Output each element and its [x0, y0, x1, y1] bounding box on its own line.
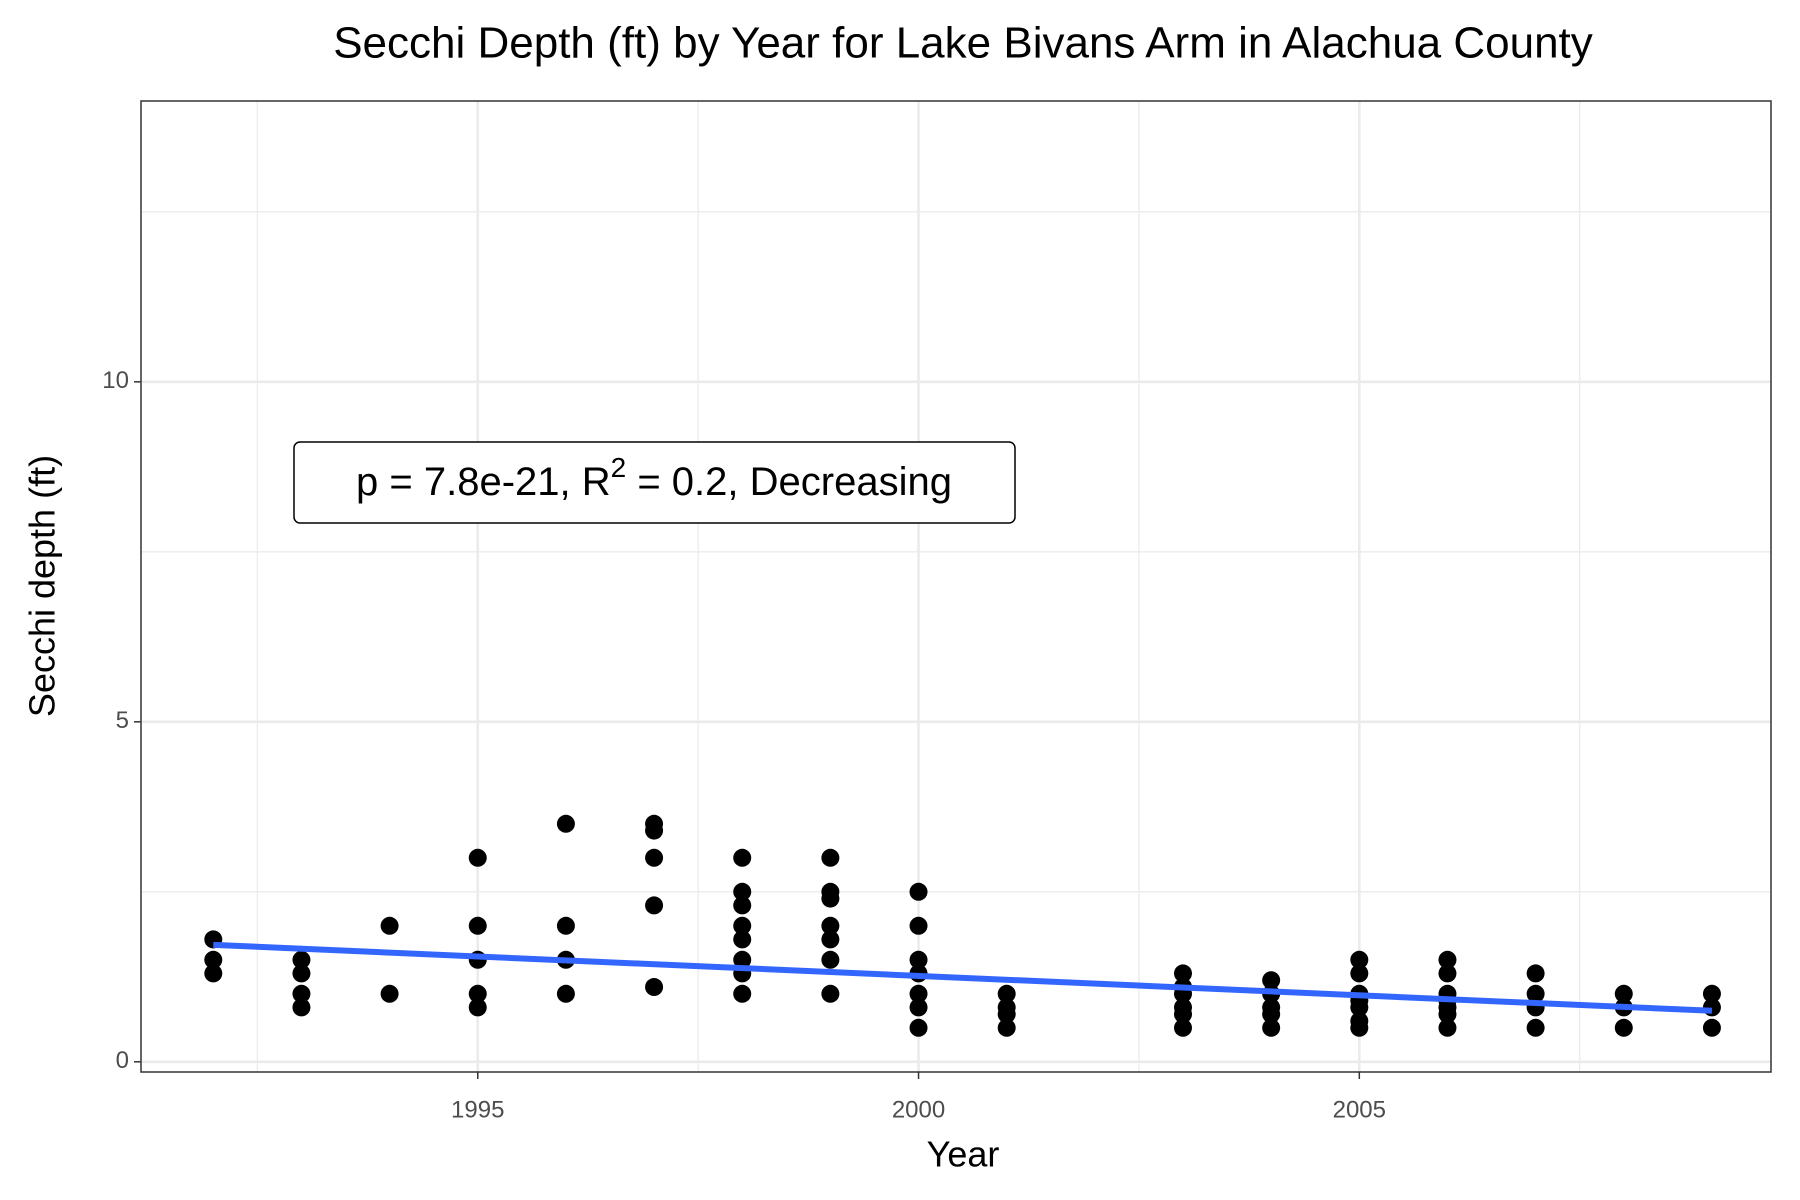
data-point: [468, 984, 487, 1003]
data-point: [1614, 1018, 1633, 1037]
data-point: [1350, 950, 1369, 969]
data-point: [292, 950, 311, 969]
data-point: [645, 821, 664, 840]
data-point: [292, 964, 311, 983]
data-point: [1174, 1005, 1193, 1024]
data-point: [1702, 984, 1721, 1003]
annotation-text: = 0.2, Decreasing: [626, 460, 952, 504]
data-point: [1262, 1005, 1281, 1024]
trend-line: [213, 941, 1713, 1014]
data-point: [1262, 971, 1281, 990]
data-point: [380, 916, 399, 935]
data-point: [909, 882, 928, 901]
x-tick-label: 1995: [451, 1096, 504, 1123]
data-point: [645, 848, 664, 867]
y-tick-label: 10: [102, 367, 129, 394]
data-point: [821, 950, 840, 969]
data-point: [1262, 1018, 1281, 1037]
x-tick-label: 2000: [892, 1096, 945, 1123]
data-point: [997, 1018, 1016, 1037]
data-point: [997, 1005, 1016, 1024]
data-point: [1174, 1018, 1193, 1037]
data-point: [733, 848, 752, 867]
x-tick-label: 2005: [1333, 1096, 1386, 1123]
data-point: [1350, 998, 1369, 1017]
data-point: [821, 930, 840, 949]
data-point: [1614, 984, 1633, 1003]
data-point: [204, 964, 223, 983]
data-point: [380, 984, 399, 1003]
annotation: p = 7.8e-21, R2 = 0.2, Decreasing: [356, 452, 952, 503]
plot-border: [140, 100, 1772, 1073]
data-point: [1526, 984, 1545, 1003]
x-axis-title: Year: [927, 1134, 1000, 1175]
data-point: [645, 978, 664, 997]
data-point: [733, 916, 752, 935]
data-point: [292, 998, 311, 1017]
data-point: [1526, 1018, 1545, 1037]
data-point: [909, 950, 928, 969]
data-point: [1702, 998, 1721, 1017]
data-point: [1438, 1018, 1457, 1037]
data-point: [645, 896, 664, 915]
data-point: [1438, 950, 1457, 969]
data-point: [821, 848, 840, 867]
data-point: [733, 882, 752, 901]
data-point: [1350, 1018, 1369, 1037]
data-point: [1174, 964, 1193, 983]
data-point: [733, 896, 752, 915]
data-point: [997, 984, 1016, 1003]
y-tick-label: 5: [116, 707, 129, 734]
data-point: [556, 984, 575, 1003]
y-axis-title: Secchi depth (ft): [22, 455, 63, 717]
data-point: [556, 916, 575, 935]
data-point: [468, 916, 487, 935]
data-point: [733, 950, 752, 969]
data-point: [909, 998, 928, 1017]
data-point: [821, 889, 840, 908]
data-point: [733, 930, 752, 949]
data-point: [821, 916, 840, 935]
data-point: [556, 814, 575, 833]
data-point: [821, 984, 840, 1003]
data-point: [1350, 964, 1369, 983]
data-point: [909, 1018, 928, 1037]
data-point: [1526, 964, 1545, 983]
data-point: [468, 848, 487, 867]
chart-title: Secchi Depth (ft) by Year for Lake Bivan…: [333, 19, 1593, 68]
data-point: [204, 950, 223, 969]
data-point: [1438, 964, 1457, 983]
annotation-text: p = 7.8e-21, R: [356, 460, 611, 504]
data-point: [292, 984, 311, 1003]
data-point: [909, 984, 928, 1003]
data-point: [1438, 1005, 1457, 1024]
data-point: [909, 916, 928, 935]
data-point: [733, 984, 752, 1003]
y-tick-label: 0: [116, 1047, 129, 1074]
annotation-box: [293, 441, 1016, 524]
data-point: [1702, 1018, 1721, 1037]
data-point: [468, 998, 487, 1017]
annotation-sup: 2: [611, 452, 627, 483]
